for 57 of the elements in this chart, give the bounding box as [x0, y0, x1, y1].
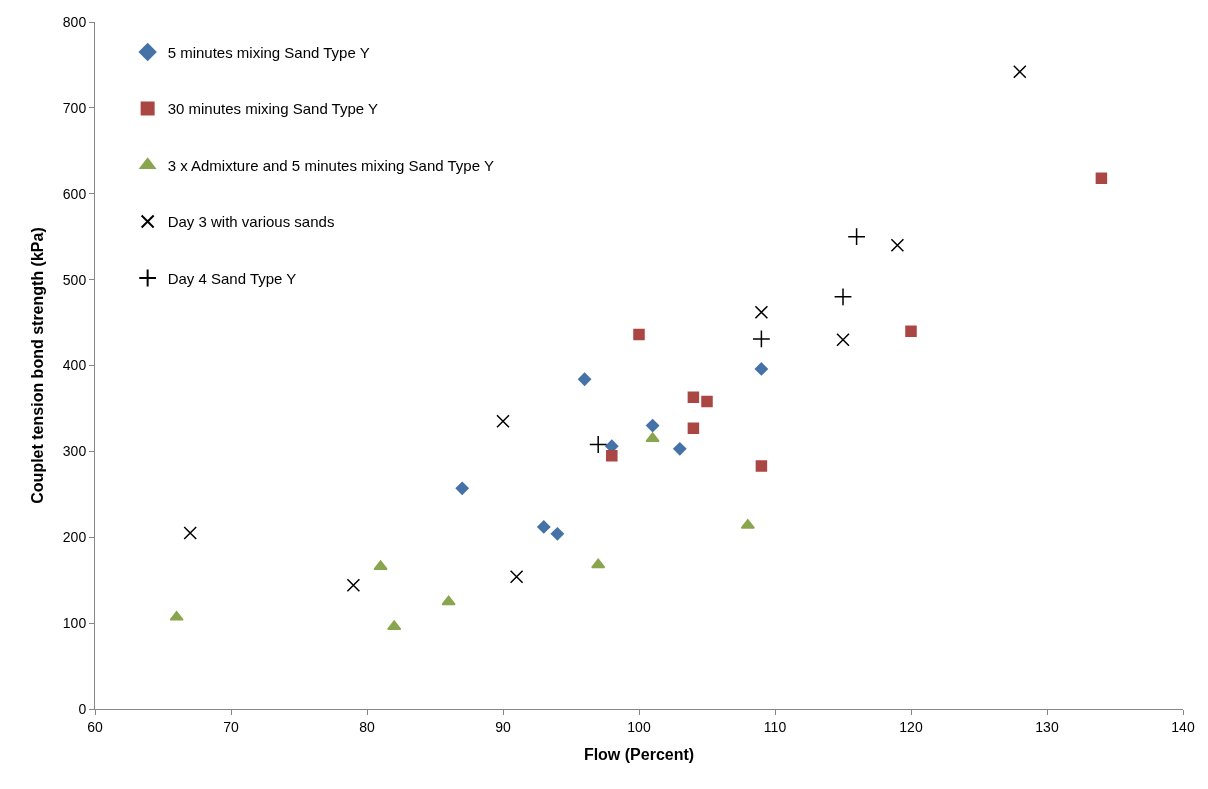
- point: [687, 391, 700, 404]
- point: [346, 578, 361, 593]
- legend-label: 3 x Admixture and 5 minutes mixing Sand Type Y: [167, 156, 494, 174]
- point: [537, 520, 551, 534]
- point: [550, 527, 564, 541]
- point: [606, 449, 618, 462]
- y-tick-label: 600: [62, 185, 87, 202]
- point: [1013, 65, 1027, 79]
- point: [836, 332, 850, 347]
- point: [755, 460, 768, 472]
- point: [847, 227, 866, 246]
- x-tick-label: 80: [359, 718, 375, 735]
- x-axis-title: Flow (Percent): [583, 746, 695, 764]
- point: [752, 329, 771, 349]
- x-tick-label: 100: [627, 718, 651, 735]
- point: [591, 558, 606, 569]
- point: [833, 287, 853, 306]
- y-tick-label: 500: [62, 271, 87, 288]
- x-tick-label: 130: [1035, 718, 1059, 735]
- point: [441, 595, 456, 606]
- x-tick-label: 90: [495, 718, 511, 735]
- point: [455, 481, 469, 495]
- y-tick-label: 400: [62, 357, 87, 374]
- point: [646, 419, 660, 433]
- point: [183, 526, 197, 540]
- y-tick-label: 0: [78, 700, 87, 717]
- legend-label: 5 minutes mixing Sand Type Y: [167, 43, 370, 61]
- point: [754, 305, 769, 320]
- point: [1095, 172, 1108, 185]
- point: [509, 570, 524, 584]
- point: [687, 422, 700, 434]
- legend-label: 30 minutes mixing Sand Type Y: [167, 100, 379, 118]
- point: [589, 435, 608, 454]
- legend-label: Day 3 with various sands: [167, 213, 335, 231]
- point: [701, 395, 713, 408]
- point: [754, 362, 768, 376]
- x-tick-label: 60: [87, 718, 103, 735]
- y-tick-label: 300: [62, 443, 87, 460]
- point: [496, 414, 510, 429]
- x-tick-label: 140: [1171, 718, 1195, 735]
- x-tick-label: 120: [899, 718, 923, 735]
- point: [387, 620, 402, 631]
- point: [740, 518, 755, 529]
- y-tick-label: 800: [62, 13, 87, 30]
- point: [890, 238, 905, 253]
- x-tick-label: 110: [763, 718, 787, 735]
- point: [905, 325, 917, 337]
- point: [673, 442, 687, 456]
- y-tick-label: 100: [62, 615, 87, 632]
- y-axis-title: Couplet tension bond strength (kPa): [28, 227, 46, 504]
- y-tick-label: 700: [62, 99, 87, 116]
- x-tick-label: 70: [223, 718, 239, 735]
- y-tick-label: 200: [62, 529, 87, 546]
- point: [633, 328, 645, 341]
- legend-label: Day 4 Sand Type Y: [167, 269, 297, 287]
- point: [578, 372, 592, 386]
- point: [169, 610, 184, 621]
